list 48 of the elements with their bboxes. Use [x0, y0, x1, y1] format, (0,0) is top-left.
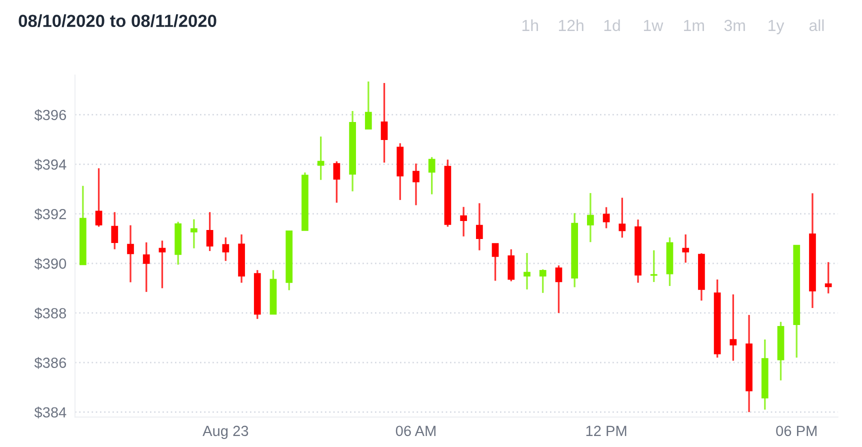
candlestick — [508, 248, 515, 282]
candlestick — [460, 206, 467, 238]
text: 12h — [558, 19, 584, 31]
candlestick — [127, 224, 134, 284]
candlestick — [111, 211, 118, 250]
candlestick — [476, 202, 483, 252]
candlestick — [95, 167, 102, 228]
candlestick — [682, 234, 690, 264]
y-tick-label: $390 — [34, 258, 66, 270]
candlestick — [333, 160, 340, 204]
candlestick — [730, 294, 737, 362]
text: 1h — [522, 19, 538, 31]
text: 1w — [644, 20, 664, 31]
candlestick — [317, 136, 324, 181]
candlestick — [824, 261, 832, 294]
text: 1y — [768, 20, 784, 34]
candlestick — [222, 236, 230, 262]
y-tick-label: $392 — [34, 208, 66, 220]
candlestick — [364, 80, 372, 130]
x-tick-label: 12 PM — [586, 426, 626, 436]
candlestick — [412, 162, 420, 206]
text: all — [809, 19, 824, 32]
candlestick — [142, 242, 150, 293]
candlestick — [492, 242, 499, 282]
candlestick — [618, 196, 626, 238]
text: 1d — [604, 19, 620, 32]
candlestick — [206, 211, 214, 252]
chart-title: 08/10/2020 to 08/11/2020 — [18, 14, 216, 28]
x-tick-label: 06 AM — [396, 426, 436, 436]
candlestick — [428, 156, 436, 196]
candlestick — [555, 264, 562, 314]
candlestick — [524, 252, 530, 290]
y-tick-label: $384 — [34, 406, 66, 418]
candlestick — [539, 268, 546, 294]
y-tick-label: $386 — [34, 357, 66, 369]
candlestick — [587, 192, 594, 243]
text: 3m — [724, 20, 745, 32]
y-tick-label: $388 — [34, 307, 66, 320]
candlestick — [190, 218, 198, 250]
y-tick-label: $396 — [34, 109, 66, 122]
text: 1m — [684, 20, 704, 31]
candlestick — [158, 240, 166, 290]
candlestick — [602, 206, 610, 230]
x-tick-label: Aug 23 — [202, 426, 248, 439]
x-tick-label: 06 PM — [776, 426, 817, 436]
y-tick-label: $394 — [34, 158, 66, 171]
candlestick — [650, 249, 658, 283]
candlestick — [380, 82, 388, 164]
